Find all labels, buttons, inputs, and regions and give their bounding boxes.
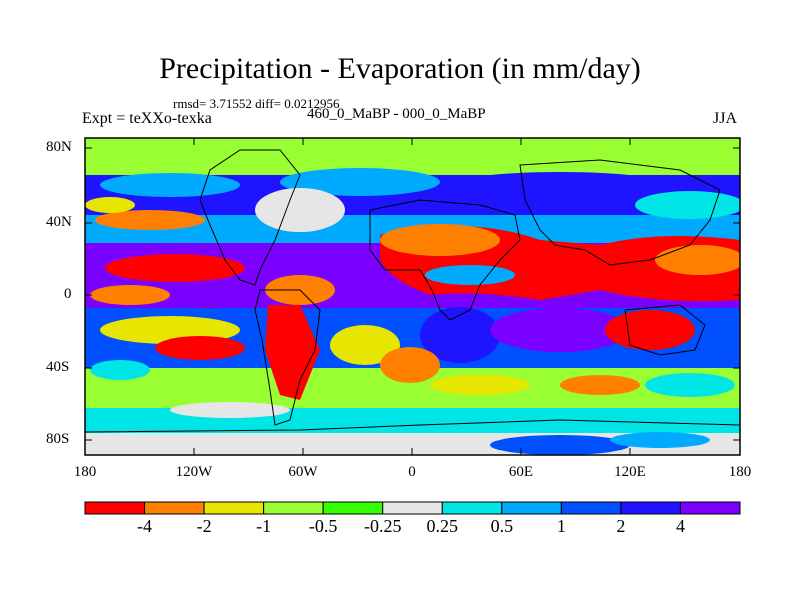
season-label: JJA — [713, 110, 738, 127]
colorbar-swatch — [84, 501, 146, 515]
colorbar — [84, 501, 741, 515]
colorbar-label: 4 — [675, 516, 685, 536]
lon-label-0: 0 — [408, 464, 416, 480]
colorbar-label: -1 — [256, 516, 272, 536]
colorbar-swatch — [203, 501, 265, 515]
lat-label-40s: 40S — [46, 359, 70, 375]
colorbar-swatch — [620, 501, 681, 515]
lon-label-180e: 180 — [728, 464, 752, 480]
colorbar-label: 0.25 — [426, 516, 459, 536]
lat-ticks — [85, 147, 740, 441]
colorbar-label: -4 — [137, 516, 153, 536]
lon-label-60e: 60E — [508, 464, 534, 480]
rmsd-diff-stats: rmsd= 3.71552 diff= 0.0212956 — [173, 96, 340, 111]
colorbar-swatch — [560, 501, 622, 515]
colorbar-swatch — [501, 501, 562, 515]
lat-label-80s: 80S — [46, 431, 70, 447]
colorbar-label: 2 — [616, 516, 626, 536]
colorbar-label: -0.25 — [363, 516, 402, 536]
colorbar-label: -2 — [196, 516, 212, 536]
precip-evap-field — [85, 138, 740, 455]
lon-label-180w: 180 — [73, 464, 97, 480]
colorbar-swatch — [144, 501, 205, 515]
colorbar-swatch — [382, 501, 443, 515]
lon-ticks — [193, 138, 631, 455]
lat-label-40n: 40N — [46, 214, 72, 230]
colorbar-swatch — [441, 501, 503, 515]
lat-label-0: 0 — [64, 286, 72, 302]
colorbar-label: -0.5 — [308, 516, 338, 536]
lon-label-120w: 120W — [175, 464, 213, 480]
colorbar-label: 0.5 — [490, 516, 514, 536]
comparison-label: 460_0_MaBP - 000_0_MaBP — [307, 106, 486, 122]
colorbar-label: 1 — [556, 516, 566, 536]
colorbar-swatch — [679, 501, 741, 515]
colorbar-swatch — [263, 501, 324, 515]
lon-label-60w: 60W — [288, 464, 318, 480]
lat-label-80n: 80N — [46, 139, 72, 155]
experiment-label: Expt = teXXo-texka — [82, 110, 212, 127]
map-title: Precipitation - Evaporation (in mm/day) — [159, 52, 641, 85]
colorbar-swatch — [322, 501, 384, 515]
lon-label-120e: 120E — [614, 464, 646, 480]
